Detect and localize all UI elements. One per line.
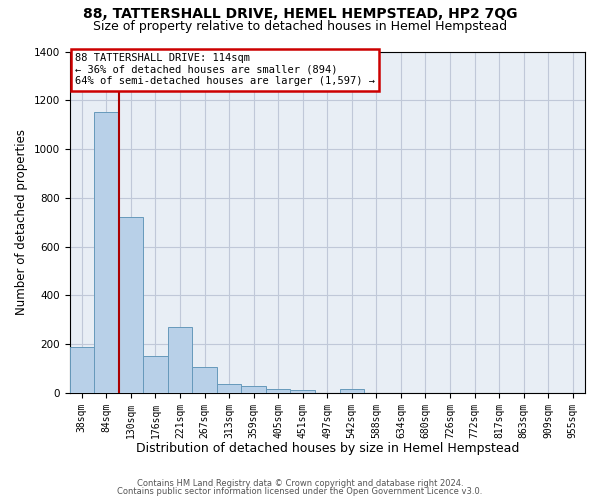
Bar: [192, 367, 217, 393]
Y-axis label: Number of detached properties: Number of detached properties: [15, 129, 28, 315]
Bar: [143, 356, 168, 393]
Bar: [266, 389, 290, 393]
Bar: [70, 346, 94, 393]
Bar: [119, 218, 143, 393]
Text: Size of property relative to detached houses in Hemel Hempstead: Size of property relative to detached ho…: [93, 20, 507, 33]
X-axis label: Distribution of detached houses by size in Hemel Hempstead: Distribution of detached houses by size …: [136, 442, 519, 455]
Bar: [290, 390, 315, 393]
Bar: [340, 389, 364, 393]
Text: Contains public sector information licensed under the Open Government Licence v3: Contains public sector information licen…: [118, 487, 482, 496]
Text: 88, TATTERSHALL DRIVE, HEMEL HEMPSTEAD, HP2 7QG: 88, TATTERSHALL DRIVE, HEMEL HEMPSTEAD, …: [83, 8, 517, 22]
Bar: [94, 112, 119, 393]
Text: 88 TATTERSHALL DRIVE: 114sqm
← 36% of detached houses are smaller (894)
64% of s: 88 TATTERSHALL DRIVE: 114sqm ← 36% of de…: [74, 53, 374, 86]
Bar: [168, 327, 192, 393]
Text: Contains HM Land Registry data © Crown copyright and database right 2024.: Contains HM Land Registry data © Crown c…: [137, 479, 463, 488]
Bar: [241, 386, 266, 393]
Bar: [217, 384, 241, 393]
